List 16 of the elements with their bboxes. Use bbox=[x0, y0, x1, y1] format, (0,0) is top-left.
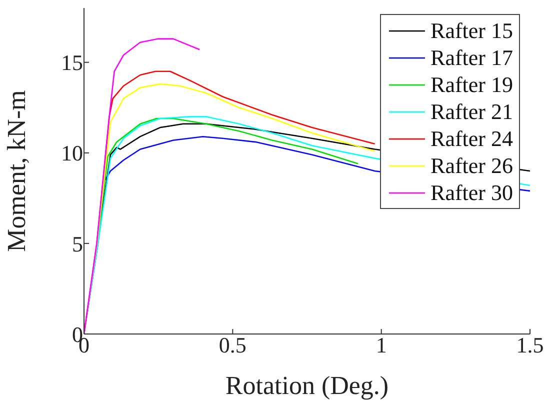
y-tick-label: 5 bbox=[72, 231, 83, 256]
legend-label: Rafter 19 bbox=[430, 72, 513, 98]
x-tick-label: 1 bbox=[376, 332, 387, 358]
legend-label: Rafter 15 bbox=[430, 18, 513, 44]
x-tick-label: 1.5 bbox=[516, 332, 544, 358]
x-axis-title: Rotation (Deg.) bbox=[225, 371, 389, 400]
legend-label: Rafter 17 bbox=[430, 44, 513, 70]
legend-label: Rafter 24 bbox=[430, 126, 513, 152]
legend-label: Rafter 26 bbox=[430, 152, 513, 178]
y-axis-title: Moment, kN-m bbox=[2, 90, 32, 252]
y-tick-label: 10 bbox=[61, 140, 83, 166]
x-tick-label: 0.5 bbox=[218, 332, 246, 358]
line-series bbox=[84, 38, 200, 334]
y-tick-label: 15 bbox=[61, 50, 83, 76]
legend-label: Rafter 21 bbox=[430, 98, 513, 124]
legend-label: Rafter 30 bbox=[430, 180, 513, 206]
